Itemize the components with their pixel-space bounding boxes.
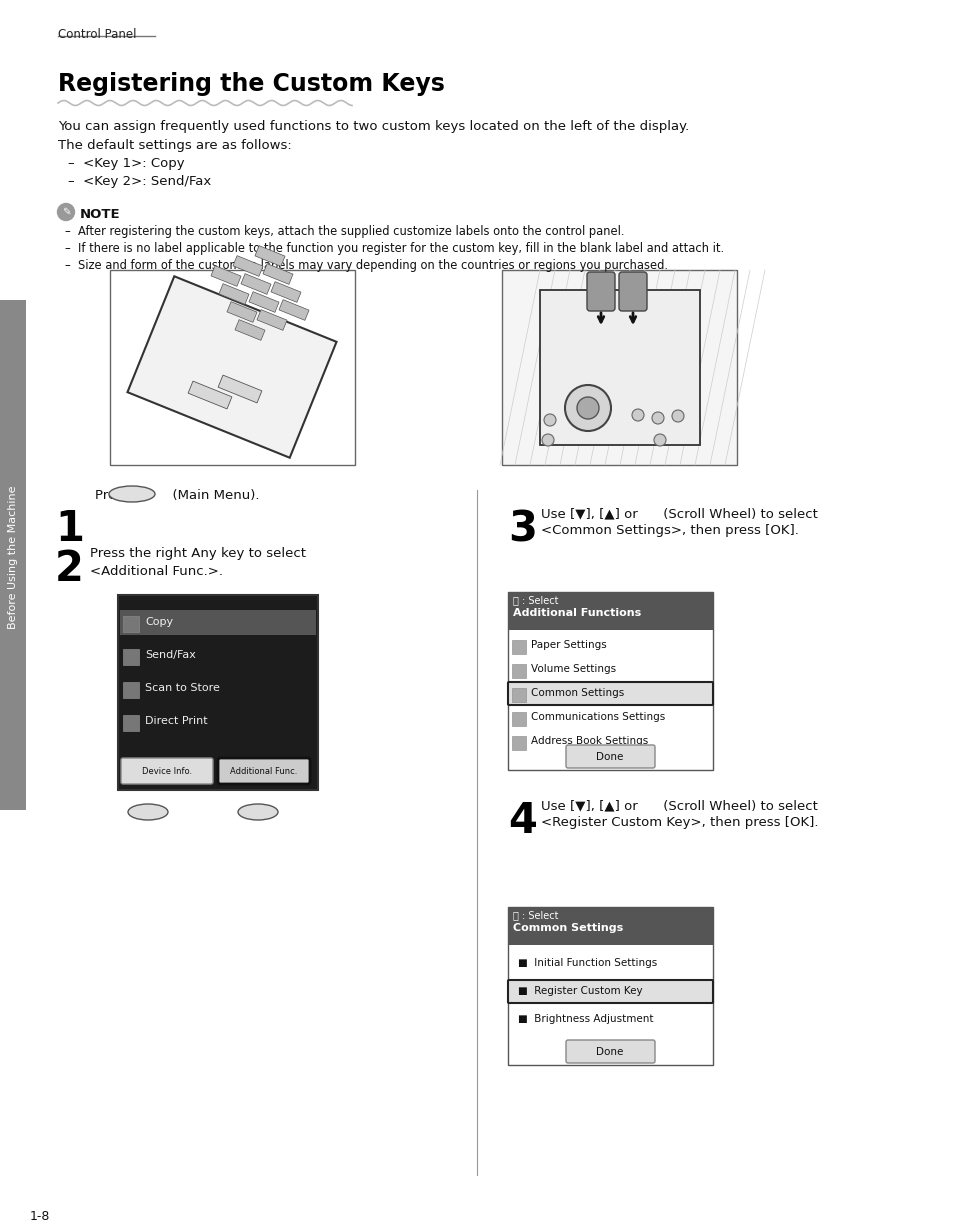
Circle shape	[651, 412, 663, 425]
Text: –  <Key 1>: Copy: – <Key 1>: Copy	[68, 157, 185, 171]
FancyBboxPatch shape	[110, 270, 355, 465]
FancyBboxPatch shape	[618, 272, 646, 310]
Text: Address Book Settings: Address Book Settings	[531, 736, 648, 746]
FancyBboxPatch shape	[507, 980, 712, 1002]
Text: Volume Settings: Volume Settings	[531, 664, 616, 674]
Text: Registering the Custom Keys: Registering the Custom Keys	[58, 72, 444, 96]
FancyBboxPatch shape	[501, 270, 737, 465]
Text: Ⓘ : Select: Ⓘ : Select	[513, 595, 558, 605]
Text: Communications Settings: Communications Settings	[531, 712, 664, 721]
Ellipse shape	[109, 486, 154, 502]
Polygon shape	[128, 276, 336, 458]
Circle shape	[543, 413, 556, 426]
Text: ■  Brightness Adjustment: ■ Brightness Adjustment	[517, 1014, 653, 1025]
FancyBboxPatch shape	[586, 272, 615, 310]
Circle shape	[541, 434, 554, 445]
Text: <Common Settings>, then press [OK].: <Common Settings>, then press [OK].	[540, 524, 798, 537]
FancyBboxPatch shape	[539, 290, 700, 445]
Text: NOTE: NOTE	[80, 209, 120, 221]
Polygon shape	[271, 282, 301, 302]
Text: Additional Functions: Additional Functions	[513, 609, 640, 618]
Text: Press the right Any key to select: Press the right Any key to select	[90, 547, 306, 560]
Bar	[507, 591, 712, 629]
Circle shape	[654, 434, 665, 445]
Text: <Additional Func.>.: <Additional Func.>.	[90, 564, 223, 578]
Text: Copy: Copy	[145, 617, 172, 627]
Polygon shape	[233, 255, 263, 276]
Ellipse shape	[128, 804, 168, 820]
FancyBboxPatch shape	[118, 595, 317, 790]
Polygon shape	[263, 264, 293, 285]
Ellipse shape	[237, 804, 277, 820]
Text: Scan to Store: Scan to Store	[145, 683, 219, 693]
Bar	[123, 649, 139, 665]
Text: Before Using the Machine: Before Using the Machine	[8, 485, 18, 628]
Polygon shape	[234, 320, 265, 340]
Text: Press          (Main Menu).: Press (Main Menu).	[95, 490, 259, 502]
Bar	[512, 640, 525, 654]
Bar	[123, 715, 139, 731]
Text: Common Settings: Common Settings	[531, 688, 623, 698]
Circle shape	[631, 409, 643, 421]
Text: Additional Func.: Additional Func.	[230, 767, 297, 775]
FancyBboxPatch shape	[565, 1040, 655, 1063]
FancyBboxPatch shape	[121, 758, 213, 784]
Text: Use [▼], [▲] or      (Scroll Wheel) to select: Use [▼], [▲] or (Scroll Wheel) to select	[540, 507, 817, 520]
Text: –  Size and form of the customize labels may vary depending on the countries or : – Size and form of the customize labels …	[65, 259, 667, 272]
Polygon shape	[211, 266, 241, 286]
Text: ■  Register Custom Key: ■ Register Custom Key	[517, 987, 642, 996]
Text: 1-8: 1-8	[30, 1210, 51, 1223]
Text: The default settings are as follows:: The default settings are as follows:	[58, 139, 292, 152]
Text: ✎: ✎	[62, 207, 71, 217]
Text: Common Settings: Common Settings	[513, 923, 622, 933]
Circle shape	[577, 398, 598, 418]
Bar	[120, 610, 315, 636]
Text: 4: 4	[507, 800, 537, 842]
Bar	[512, 664, 525, 679]
FancyBboxPatch shape	[565, 745, 655, 768]
Text: Done: Done	[596, 1047, 623, 1056]
Text: Control Panel: Control Panel	[58, 28, 136, 40]
Circle shape	[57, 204, 74, 221]
Text: You can assign frequently used functions to two custom keys located on the left : You can assign frequently used functions…	[58, 120, 688, 133]
Circle shape	[564, 385, 610, 431]
Bar	[507, 907, 712, 945]
FancyBboxPatch shape	[507, 682, 712, 706]
Bar	[512, 712, 525, 726]
Bar	[123, 616, 139, 632]
Text: Direct Print: Direct Print	[145, 717, 208, 726]
Text: 2: 2	[55, 548, 84, 590]
FancyBboxPatch shape	[507, 907, 712, 1065]
Bar	[512, 736, 525, 750]
Polygon shape	[218, 375, 262, 402]
FancyBboxPatch shape	[218, 758, 310, 784]
Bar	[512, 688, 525, 702]
Text: 3: 3	[507, 508, 537, 550]
Polygon shape	[188, 382, 232, 409]
Polygon shape	[241, 274, 271, 294]
Text: Paper Settings: Paper Settings	[531, 640, 606, 650]
Text: Device Info.: Device Info.	[142, 767, 192, 775]
Polygon shape	[254, 245, 285, 266]
Polygon shape	[256, 309, 287, 330]
Polygon shape	[227, 302, 256, 323]
Bar	[0, 299, 26, 810]
FancyBboxPatch shape	[507, 591, 712, 771]
Text: Send/Fax: Send/Fax	[145, 650, 195, 660]
Bar	[123, 682, 139, 698]
Text: Done: Done	[596, 752, 623, 762]
Polygon shape	[278, 299, 309, 320]
Text: –  <Key 2>: Send/Fax: – <Key 2>: Send/Fax	[68, 175, 211, 188]
Circle shape	[671, 410, 683, 422]
Text: 1: 1	[55, 508, 84, 550]
Text: –  After registering the custom keys, attach the supplied customize labels onto : – After registering the custom keys, att…	[65, 225, 624, 238]
Text: <Register Custom Key>, then press [OK].: <Register Custom Key>, then press [OK].	[540, 816, 818, 829]
Text: ■  Initial Function Settings: ■ Initial Function Settings	[517, 958, 657, 968]
Polygon shape	[219, 283, 249, 304]
Text: –  If there is no label applicable to the function you register for the custom k: – If there is no label applicable to the…	[65, 242, 723, 255]
Polygon shape	[249, 292, 278, 313]
Text: Use [▼], [▲] or      (Scroll Wheel) to select: Use [▼], [▲] or (Scroll Wheel) to select	[540, 799, 817, 812]
Text: Ⓘ : Select: Ⓘ : Select	[513, 910, 558, 920]
